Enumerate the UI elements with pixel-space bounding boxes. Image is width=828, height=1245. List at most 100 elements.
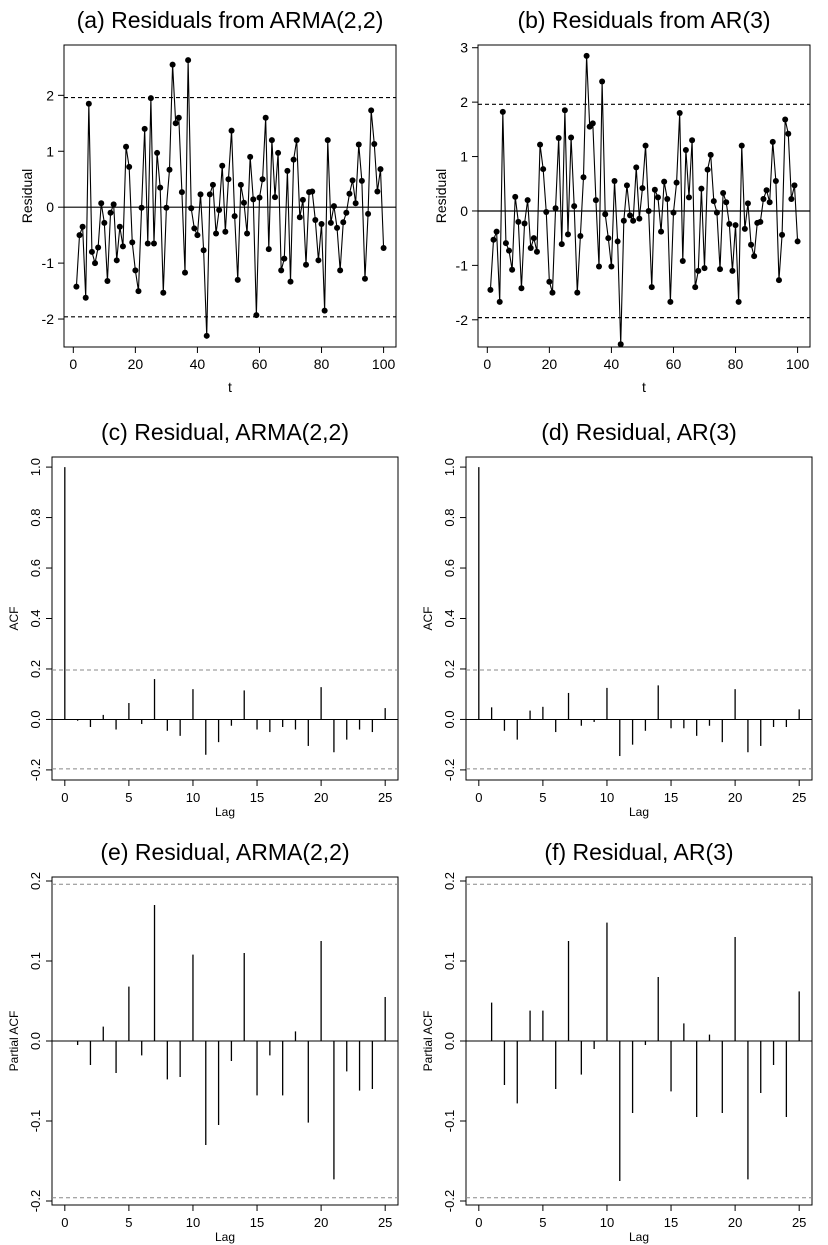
data-point: [213, 230, 220, 237]
data-point: [515, 218, 522, 225]
data-point: [639, 185, 646, 192]
data-point: [744, 200, 751, 207]
data-point: [713, 209, 720, 216]
data-point: [380, 245, 387, 252]
data-point: [352, 200, 359, 207]
data-point: [642, 142, 649, 149]
x-tick-label: 15: [250, 1215, 264, 1230]
chart-title: (f) Residual, AR(3): [544, 839, 733, 865]
plot-frame: [63, 44, 397, 348]
data-point: [141, 125, 148, 132]
x-tick-label: 0: [61, 790, 68, 805]
data-point: [309, 188, 316, 195]
data-point: [741, 225, 748, 232]
y-tick-label: -0.1: [28, 1110, 43, 1132]
data-point: [496, 298, 503, 305]
data-point: [110, 201, 117, 208]
data-point: [577, 232, 584, 239]
data-point: [98, 200, 105, 207]
data-point: [203, 332, 210, 339]
data-point: [228, 127, 235, 134]
x-tick-label: 10: [186, 790, 200, 805]
data-point: [518, 285, 525, 292]
data-point: [222, 228, 229, 235]
data-point: [521, 220, 528, 227]
y-tick-label: 0.2: [28, 660, 43, 678]
data-point: [296, 214, 303, 221]
data-point: [658, 228, 665, 235]
x-axis-label: Lag: [629, 805, 649, 819]
data-point: [172, 120, 179, 127]
y-tick-label: 0.6: [442, 559, 457, 577]
data-point: [679, 258, 686, 265]
data-point: [157, 184, 164, 191]
x-tick-label: 0: [483, 356, 491, 372]
data-point: [654, 194, 661, 201]
y-tick-label: 0: [460, 203, 468, 219]
y-tick-label: 3: [460, 40, 468, 56]
data-point: [265, 246, 272, 253]
y-tick-label: 0.2: [442, 660, 457, 678]
data-point: [664, 195, 671, 202]
data-point: [73, 283, 80, 290]
data-point: [546, 278, 553, 285]
x-axis-label: t: [228, 379, 232, 395]
plot-frame: [477, 44, 811, 348]
x-tick-label: 25: [378, 790, 392, 805]
data-point: [330, 203, 337, 210]
data-point: [343, 209, 350, 216]
data-point: [782, 116, 789, 123]
data-point: [627, 212, 634, 219]
x-tick-label: 0: [69, 356, 77, 372]
y-tick-label: 0.0: [28, 1032, 43, 1050]
data-point: [240, 199, 247, 206]
x-tick-label: 20: [728, 1215, 742, 1230]
panel-b-residual-plot: (b) Residuals from AR(3)0 20 40 60 80 100-2-1…: [433, 7, 811, 395]
series-line: [75, 60, 385, 336]
data-point: [527, 244, 534, 251]
y-tick-label: 0.4: [442, 609, 457, 627]
data-point: [284, 167, 291, 174]
data-point: [377, 166, 384, 173]
data-point: [349, 177, 356, 184]
data-point: [371, 140, 378, 147]
data-point: [119, 243, 126, 250]
x-axis-label: Lag: [629, 1230, 649, 1244]
data-point: [327, 219, 334, 226]
data-point: [271, 194, 278, 201]
data-point: [738, 142, 745, 149]
chart-title: (d) Residual, AR(3): [541, 419, 737, 445]
data-point: [175, 114, 182, 121]
data-point: [592, 197, 599, 204]
x-tick-label: 0: [475, 790, 482, 805]
data-point: [533, 248, 540, 255]
data-point: [76, 232, 83, 239]
data-point: [502, 240, 509, 247]
x-tick-label: 80: [314, 356, 330, 372]
data-point: [191, 225, 198, 232]
panel-f-pacf-plot: (f) Residual, AR(3) 0 5 10 15 20 25 -0.2 -0.1 0.0…: [421, 839, 813, 1244]
data-point: [583, 52, 590, 59]
data-point: [166, 166, 173, 173]
data-point: [135, 288, 142, 295]
data-point: [540, 166, 547, 173]
data-point: [340, 219, 347, 226]
data-point: [772, 178, 779, 185]
data-point: [365, 210, 372, 217]
data-point: [617, 341, 624, 348]
data-point: [374, 188, 381, 195]
data-point: [720, 190, 727, 197]
data-point: [206, 191, 213, 198]
x-tick-label: 20: [128, 356, 144, 372]
data-point: [633, 164, 640, 171]
data-point: [197, 191, 204, 198]
y-tick-label: -0.1: [442, 1110, 457, 1132]
data-point: [623, 182, 630, 189]
y-axis-label: ACF: [421, 607, 435, 631]
y-tick-label: 0.4: [28, 609, 43, 627]
data-point: [358, 177, 365, 184]
data-point: [104, 278, 111, 285]
data-point: [293, 137, 300, 144]
data-point: [648, 284, 655, 291]
data-point: [160, 289, 167, 296]
